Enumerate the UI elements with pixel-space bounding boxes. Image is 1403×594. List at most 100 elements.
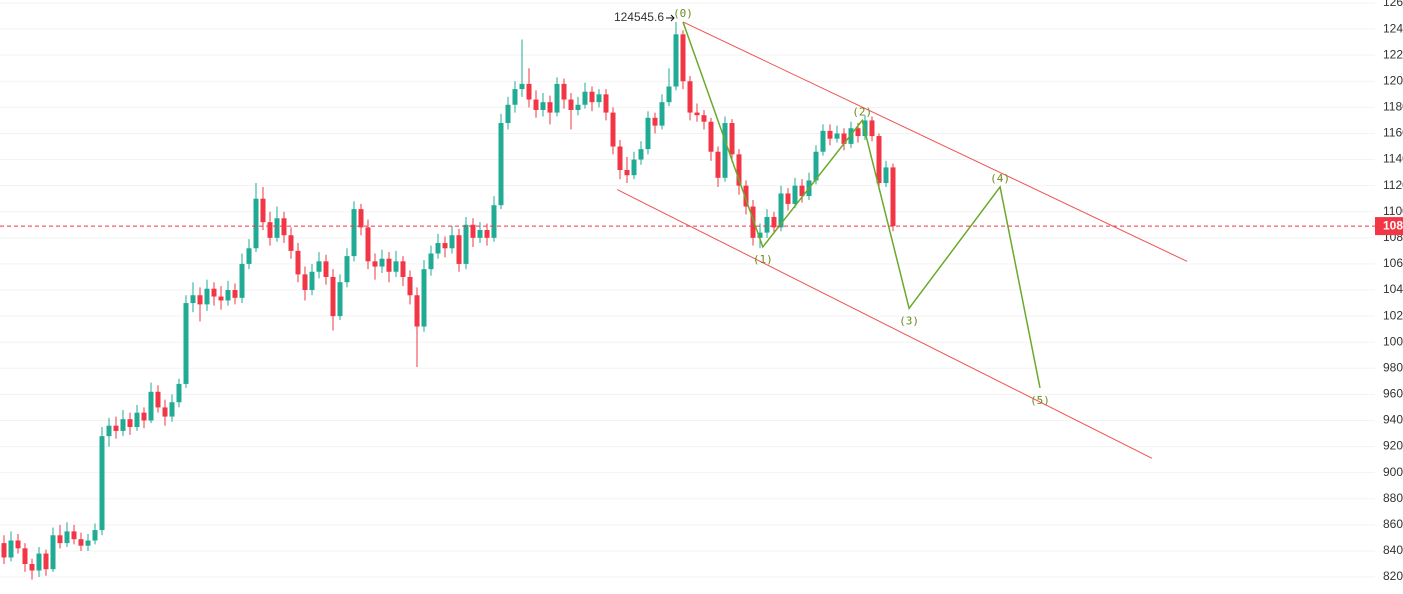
annotation-arrowhead — [670, 14, 675, 22]
candle-body — [561, 83, 567, 100]
channel-line — [682, 21, 1188, 262]
candle-body — [813, 151, 819, 181]
candle-body — [890, 167, 896, 227]
candle-body — [722, 123, 728, 178]
candle-body — [407, 276, 413, 296]
wave-label: (1) — [753, 253, 773, 266]
candle-body — [393, 261, 399, 272]
candle-body — [750, 206, 756, 238]
candle-body — [848, 128, 854, 144]
candle-body — [512, 89, 518, 105]
candle-body — [764, 216, 770, 233]
candle-body — [708, 121, 714, 152]
candle-body — [778, 193, 784, 228]
wave-label: (3) — [899, 314, 919, 327]
y-tick-label: 84000 — [1383, 543, 1403, 557]
candle-body — [400, 261, 406, 277]
candle-body — [316, 261, 322, 272]
candle-body — [330, 276, 336, 317]
candle-body — [351, 209, 357, 257]
candle-body — [190, 295, 196, 304]
candle-body — [281, 218, 287, 236]
candle-body — [568, 99, 574, 110]
candle-body — [337, 282, 343, 317]
candle-body — [29, 563, 35, 571]
candle-body — [288, 235, 294, 251]
candle-body — [1, 543, 7, 558]
y-tick-label: 116000 — [1383, 126, 1403, 140]
y-tick-label: 110000 — [1383, 204, 1403, 218]
candle-body — [694, 112, 700, 116]
candle-body — [43, 553, 49, 570]
candle-body — [687, 81, 693, 113]
candle-body — [477, 230, 483, 238]
candle-body — [596, 94, 602, 103]
high-annotation: 124545.6 — [614, 10, 664, 24]
candle-body — [64, 531, 70, 544]
candle-body — [358, 209, 364, 228]
candle-body — [799, 185, 805, 197]
candle-body — [218, 296, 224, 301]
y-tick-label: 106000 — [1383, 256, 1403, 270]
candle-body — [50, 535, 56, 570]
candle-body — [554, 83, 560, 113]
candle-body — [582, 91, 588, 105]
candle-body — [883, 167, 889, 184]
candle-body — [526, 83, 532, 100]
candle-body — [225, 290, 231, 301]
candle-body — [498, 123, 504, 206]
candle-body — [470, 224, 476, 238]
y-tick-label: 126000 — [1383, 0, 1403, 9]
y-tick-label: 112000 — [1383, 178, 1403, 192]
candle-body — [253, 198, 259, 249]
candle-body — [428, 253, 434, 270]
candle-body — [344, 256, 350, 283]
candle-body — [456, 235, 462, 264]
candle-body — [302, 274, 308, 291]
candle-body — [260, 198, 266, 223]
y-tick-label: 82000 — [1383, 569, 1403, 583]
candle-body — [57, 535, 63, 544]
candle-body — [274, 218, 280, 238]
candle-body — [617, 146, 623, 170]
candle-body — [183, 303, 189, 384]
candle-body — [855, 128, 861, 137]
candle-body — [449, 235, 455, 249]
candle-body — [386, 258, 392, 272]
candle-body — [652, 117, 658, 126]
y-tick-label: 104000 — [1383, 282, 1403, 296]
last-price-label: 108900 — [1383, 218, 1403, 232]
candle-body — [638, 149, 644, 160]
candle-body — [540, 102, 546, 110]
candle-body — [533, 99, 539, 110]
candle-body — [309, 271, 315, 291]
candle-body — [197, 295, 203, 305]
wave-label: (5) — [1030, 394, 1050, 407]
candle-body — [162, 407, 168, 417]
candle-body — [631, 159, 637, 176]
candle-body — [15, 540, 21, 549]
candle-body — [862, 120, 868, 137]
candle-body — [78, 539, 84, 546]
wave-label: (4) — [990, 172, 1010, 185]
candle-body — [603, 94, 609, 113]
y-tick-label: 90000 — [1383, 465, 1403, 479]
candle-body — [232, 290, 238, 298]
candle-body — [106, 425, 112, 437]
y-tick-label: 102000 — [1383, 308, 1403, 322]
candle-body — [771, 216, 777, 228]
candle-body — [421, 269, 427, 327]
candle-body — [715, 151, 721, 178]
candle-body — [624, 169, 630, 176]
wave-label: (2) — [852, 105, 872, 118]
wave-line — [682, 21, 1041, 389]
candle-body — [113, 425, 119, 431]
candle-body — [295, 250, 301, 275]
candle-body — [820, 130, 826, 152]
y-tick-label: 114000 — [1383, 152, 1403, 166]
candle-body — [148, 391, 154, 421]
candle-body — [869, 120, 875, 137]
candle-body — [841, 133, 847, 144]
candle-body — [442, 243, 448, 249]
candle-body — [785, 193, 791, 204]
